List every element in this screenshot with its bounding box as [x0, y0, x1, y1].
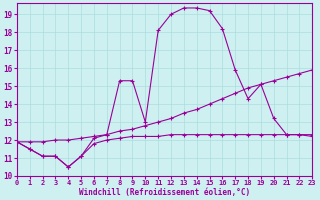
X-axis label: Windchill (Refroidissement éolien,°C): Windchill (Refroidissement éolien,°C)	[79, 188, 250, 197]
